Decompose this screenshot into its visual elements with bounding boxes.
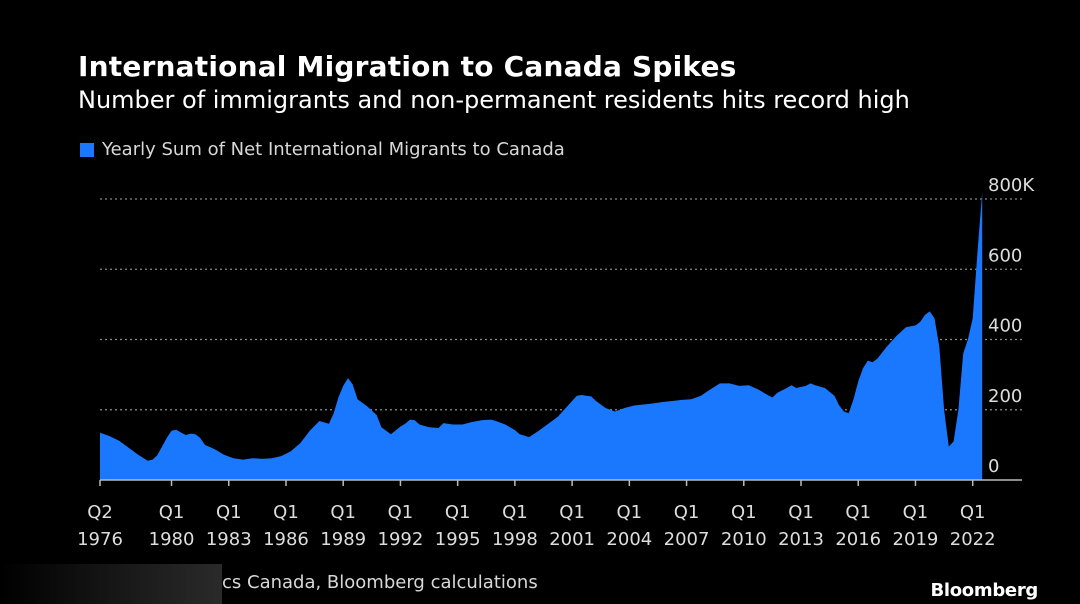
x-tick-year-2013: 2013 — [778, 529, 824, 550]
series-area-layer — [100, 192, 983, 480]
x-tick-year-2001: 2001 — [549, 529, 595, 550]
source-note: cs Canada, Bloomberg calculations — [222, 572, 538, 593]
x-tick-year-2007: 2007 — [664, 529, 710, 550]
y-axis-labels: 0 200 400 600 800K — [988, 175, 1035, 477]
x-tick-quarter-1976: Q2 — [87, 502, 113, 523]
x-tick-year-1986: 1986 — [263, 529, 309, 550]
x-tick-quarter-1983: Q1 — [216, 502, 242, 523]
y-tick-label-400: 400 — [988, 316, 1022, 337]
y-tick-label-200: 200 — [988, 386, 1022, 407]
x-tick-year-1992: 1992 — [378, 529, 424, 550]
x-tick-quarter-2013: Q1 — [788, 502, 814, 523]
y-tick-label-800: 800K — [988, 175, 1035, 196]
x-tick-quarter-2019: Q1 — [903, 502, 929, 523]
x-tick-year-1983: 1983 — [206, 529, 252, 550]
x-tick-quarter-1995: Q1 — [445, 502, 471, 523]
brand-logo: Bloomberg — [930, 580, 1038, 601]
x-tick-quarter-2004: Q1 — [617, 502, 643, 523]
x-tick-year-1995: 1995 — [435, 529, 481, 550]
x-tick-quarter-1998: Q1 — [502, 502, 528, 523]
legend-swatch — [80, 142, 94, 157]
source-redaction — [0, 564, 222, 604]
y-tick-label-600: 600 — [988, 245, 1022, 266]
series-area-net-migrants — [100, 192, 983, 480]
x-tick-year-2010: 2010 — [721, 529, 767, 550]
x-tick-year-2022: 2022 — [950, 529, 996, 550]
chart-title: International Migration to Canada Spikes — [78, 50, 737, 83]
x-tick-year-1989: 1989 — [320, 529, 366, 550]
x-axis: Q2 1976 Q1 1980 Q1 1983 Q1 1986 Q1 1989 Q1 1992 Q1 19… — [77, 479, 1022, 550]
x-tick-quarter-2016: Q1 — [845, 502, 871, 523]
legend: Yearly Sum of Net International Migrants… — [80, 139, 565, 160]
x-tick-quarter-1989: Q1 — [330, 502, 356, 523]
x-tick-year-2004: 2004 — [606, 529, 652, 550]
gridlines — [100, 198, 1022, 411]
x-tick-year-1998: 1998 — [492, 529, 538, 550]
x-tick-quarter-1992: Q1 — [388, 502, 414, 523]
x-tick-year-1980: 1980 — [149, 529, 195, 550]
chart-subtitle: Number of immigrants and non-permanent r… — [78, 86, 910, 114]
x-tick-quarter-1986: Q1 — [273, 502, 299, 523]
x-tick-year-2016: 2016 — [835, 529, 881, 550]
x-tick-quarter-2022: Q1 — [960, 502, 986, 523]
y-tick-label-0: 0 — [988, 456, 999, 477]
legend-label: Yearly Sum of Net International Migrants… — [102, 139, 565, 160]
x-tick-year-2019: 2019 — [893, 529, 939, 550]
x-tick-quarter-2007: Q1 — [674, 502, 700, 523]
x-tick-year-1976: 1976 — [77, 529, 123, 550]
x-tick-quarter-1980: Q1 — [159, 502, 185, 523]
x-tick-quarter-2001: Q1 — [559, 502, 585, 523]
x-tick-quarter-2010: Q1 — [731, 502, 757, 523]
